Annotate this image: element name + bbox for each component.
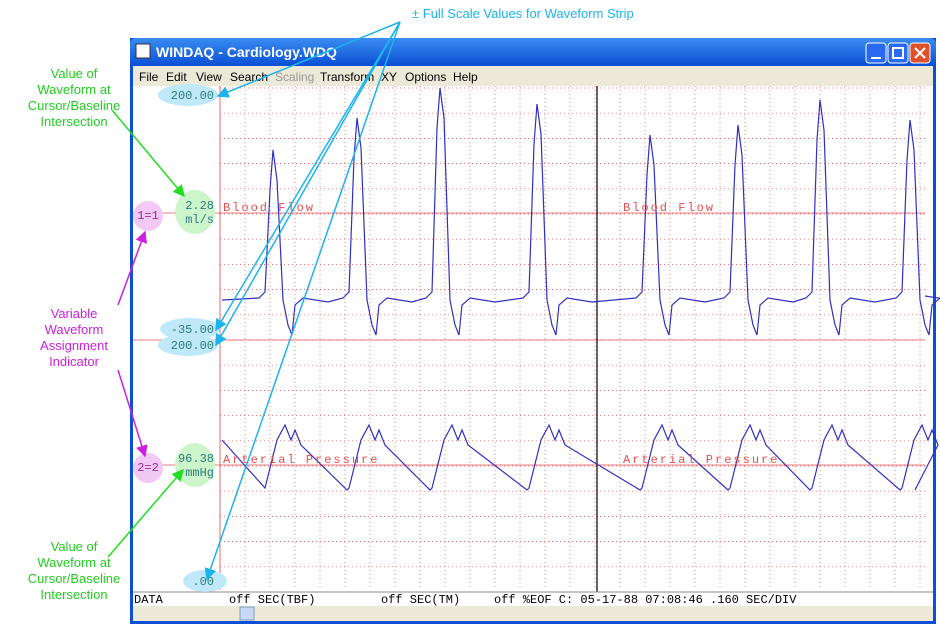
status-tm: off SEC(TM): [381, 593, 460, 607]
app-icon: [135, 43, 151, 59]
annotation: Indicator: [49, 354, 100, 369]
annotation: Assignment: [40, 338, 108, 353]
annotation: Waveform at: [37, 555, 111, 570]
highlight: [175, 443, 215, 487]
full-scale-bottom: -35.00: [171, 323, 214, 337]
full-scale-top: 200.00: [171, 339, 214, 353]
menu-item[interactable]: Edit: [166, 70, 187, 84]
channel-label: Arterial Pressure: [623, 453, 779, 467]
annotation: Cursor/Baseline: [28, 98, 121, 113]
annotation: ± Full Scale Values for Waveform Strip: [412, 6, 634, 21]
menu-item[interactable]: Help: [453, 70, 478, 84]
cursor-value: 2.28: [185, 199, 214, 213]
arrow: [204, 21, 401, 581]
annotation: Waveform: [45, 322, 104, 337]
indicator: 1=1: [137, 209, 159, 223]
arrow: [111, 109, 185, 198]
menu-item[interactable]: Transform: [320, 70, 374, 84]
arrow: [215, 21, 401, 332]
menu-item[interactable]: Search: [230, 70, 268, 84]
highlight: [133, 453, 163, 483]
annotation: Variable: [51, 306, 98, 321]
annotation: Waveform at: [37, 82, 111, 97]
highlight: [133, 201, 163, 231]
arrow: [216, 21, 401, 98]
channel-label: Blood Flow: [623, 201, 715, 215]
annotation: Value of: [51, 66, 98, 81]
full-scale-bottom: .00: [192, 575, 214, 589]
highlight: [175, 190, 215, 234]
highlight: [158, 334, 218, 356]
arrow: [215, 21, 401, 347]
status-tbf: off SEC(TBF): [229, 593, 315, 607]
annotation: Intersection: [40, 587, 107, 602]
arrow: [107, 468, 184, 558]
annotation: Cursor/Baseline: [28, 571, 121, 586]
waveform: [221, 423, 939, 491]
channel-label: Blood Flow: [223, 201, 315, 215]
menu-item[interactable]: Options: [405, 70, 446, 84]
channel-label: Arterial Pressure: [223, 453, 379, 467]
arrow: [117, 230, 147, 306]
status-bar: [133, 592, 933, 606]
menu-item[interactable]: File: [139, 70, 159, 84]
scroll-thumb[interactable]: [239, 606, 255, 621]
status-mode: DATA: [134, 593, 164, 607]
waveform: [221, 87, 940, 336]
highlight: [158, 84, 218, 106]
full-scale-top: 200.00: [171, 89, 214, 103]
highlight: [160, 318, 220, 340]
unit: ml/s: [185, 213, 214, 227]
minimize-button[interactable]: [865, 42, 887, 64]
scrollbar[interactable]: [133, 606, 933, 621]
menu-item[interactable]: View: [196, 70, 222, 84]
annotation: Value of: [51, 539, 98, 554]
maximize-button[interactable]: [887, 42, 909, 64]
menu-item[interactable]: XY: [381, 70, 397, 84]
cursor-value: 96.38: [178, 452, 214, 466]
window-title: WINDAQ - Cardiology.WDQ: [156, 44, 337, 60]
title-bar: [130, 38, 936, 66]
annotation: Intersection: [40, 114, 107, 129]
menu-item[interactable]: Scaling: [275, 70, 314, 84]
indicator: 2=2: [137, 461, 159, 475]
unit: mmHg: [185, 466, 214, 480]
status-info: off %EOF C: 05-17-88 07:08:46 .160 SEC/D…: [494, 593, 797, 607]
menu-bar: [133, 66, 933, 86]
arrow: [117, 369, 148, 458]
